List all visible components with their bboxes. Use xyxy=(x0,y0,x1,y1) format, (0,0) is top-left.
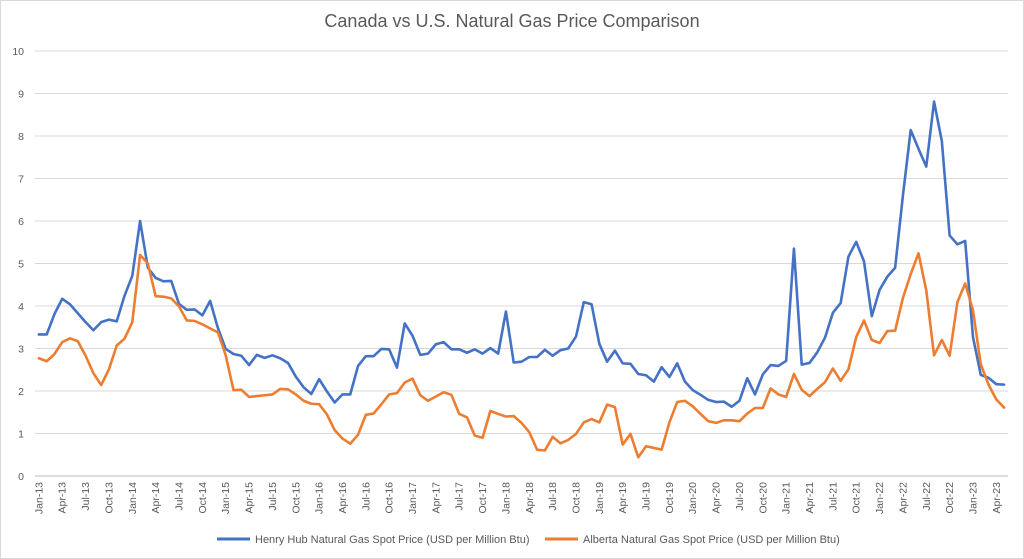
x-tick-label: Jan-17 xyxy=(407,482,419,514)
x-tick-label: Jul-18 xyxy=(547,482,559,511)
x-tick-label: Jan-15 xyxy=(220,482,232,514)
y-tick-label: 3 xyxy=(18,344,24,356)
y-tick-label: 5 xyxy=(18,259,24,271)
x-tick-label: Jan-16 xyxy=(314,482,326,514)
y-tick-label: 2 xyxy=(18,386,24,398)
chart-title: Canada vs U.S. Natural Gas Price Compari… xyxy=(324,11,699,31)
x-tick-label: Jul-20 xyxy=(734,482,746,511)
x-tick-label: Oct-18 xyxy=(570,482,582,514)
x-tick-label: Jul-15 xyxy=(267,482,279,511)
x-tick-label: Apr-17 xyxy=(430,482,442,514)
y-tick-label: 8 xyxy=(18,131,24,143)
x-tick-label: Jan-13 xyxy=(33,482,45,514)
x-tick-label: Oct-16 xyxy=(384,482,396,514)
y-tick-label: 6 xyxy=(18,216,24,228)
y-tick-label: 4 xyxy=(18,301,24,313)
x-tick-label: Oct-14 xyxy=(197,482,209,514)
x-tick-label: Jul-17 xyxy=(454,482,466,511)
series-line-alberta xyxy=(37,252,1006,459)
x-tick-label: Apr-18 xyxy=(524,482,536,514)
y-tick-label: 10 xyxy=(12,46,24,58)
series-line-henry-hub xyxy=(37,100,1006,409)
x-tick-label: Jan-21 xyxy=(781,482,793,514)
x-tick-label: Jan-14 xyxy=(127,482,139,514)
x-tick-label: Jan-23 xyxy=(967,482,979,514)
series-lines xyxy=(37,100,1006,459)
x-tick-label: Apr-20 xyxy=(711,482,723,514)
y-tick-label: 9 xyxy=(18,89,24,101)
x-tick-label: Jul-21 xyxy=(827,482,839,511)
x-axis-tick-labels: Jan-13 Apr-13 Jul-13 Oct-13 Jan-14 Apr-14 Jul-… xyxy=(33,482,1002,514)
x-tick-label: Jan-18 xyxy=(500,482,512,514)
x-tick-label: Apr-15 xyxy=(244,482,256,514)
x-tick-label: Jan-22 xyxy=(874,482,886,514)
legend: Henry Hub Natural Gas Spot Price (USD pe… xyxy=(217,534,840,546)
x-tick-label: Oct-19 xyxy=(664,482,676,514)
x-tick-label: Apr-22 xyxy=(897,482,909,514)
x-tick-label: Jul-13 xyxy=(80,482,92,511)
x-tick-label: Apr-16 xyxy=(337,482,349,514)
x-tick-label: Jul-22 xyxy=(921,482,933,511)
x-tick-label: Oct-13 xyxy=(103,482,115,514)
legend-label-alberta: Alberta Natural Gas Spot Price (USD per … xyxy=(583,534,840,546)
x-tick-label: Apr-14 xyxy=(150,482,162,514)
y-tick-label: 1 xyxy=(18,429,24,441)
x-tick-label: Oct-20 xyxy=(757,482,769,514)
x-tick-label: Jul-16 xyxy=(360,482,372,511)
x-tick-label: Jul-14 xyxy=(174,482,186,511)
legend-label-henry-hub: Henry Hub Natural Gas Spot Price (USD pe… xyxy=(255,534,529,546)
x-tick-label: Apr-23 xyxy=(991,482,1003,514)
x-tick-label: Oct-15 xyxy=(290,482,302,514)
y-tick-label: 0 xyxy=(18,471,24,483)
x-tick-label: Apr-13 xyxy=(57,482,69,514)
x-tick-label: Jan-20 xyxy=(687,482,699,514)
y-tick-label: 7 xyxy=(18,174,24,186)
x-tick-label: Apr-19 xyxy=(617,482,629,514)
x-tick-label: Oct-22 xyxy=(944,482,956,514)
x-tick-label: Jul-19 xyxy=(641,482,653,511)
x-tick-label: Oct-21 xyxy=(851,482,863,514)
x-tick-label: Oct-17 xyxy=(477,482,489,514)
x-tick-label: Apr-21 xyxy=(804,482,816,514)
x-tick-label: Jan-19 xyxy=(594,482,606,514)
gridlines xyxy=(35,50,1008,434)
y-axis-tick-labels: 0 1 2 3 4 5 6 7 8 9 10 xyxy=(12,46,24,483)
